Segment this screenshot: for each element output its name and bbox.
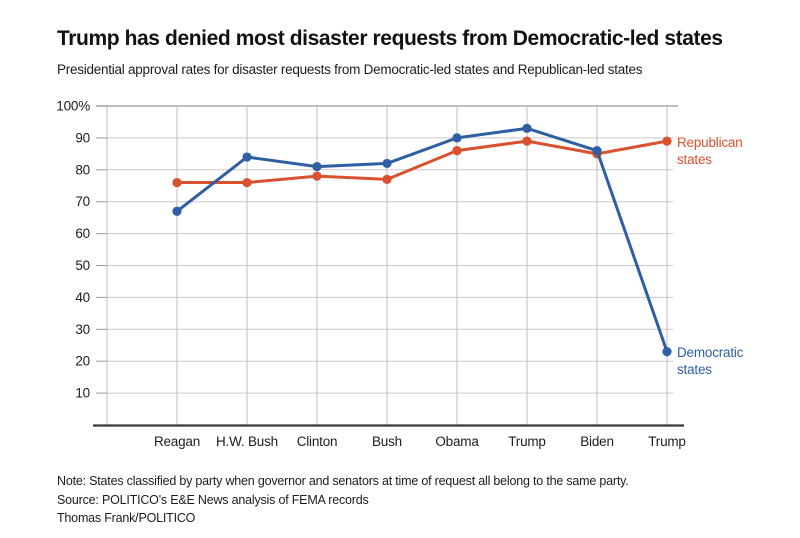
data-point-republican-states — [452, 146, 462, 156]
x-axis-label: Reagan — [154, 434, 200, 449]
y-axis-label: 80 — [75, 162, 90, 177]
data-point-democratic-states — [172, 206, 182, 216]
y-axis-label: 60 — [75, 226, 90, 241]
legend-republican-states: Republican states — [677, 135, 743, 167]
y-axis-label: 50 — [75, 258, 90, 273]
chart-subtitle: Presidential approval rates for disaster… — [57, 62, 643, 77]
data-point-republican-states — [172, 177, 182, 188]
y-axis-label: 40 — [75, 290, 90, 305]
chart-source: Source: POLITICO's E&E News analysis of … — [57, 493, 369, 507]
data-point-democratic-states — [312, 162, 322, 172]
chart-note: Note: States classified by party when go… — [57, 474, 629, 488]
y-axis-label: 70 — [75, 194, 90, 209]
y-axis-label: 100% — [56, 99, 90, 114]
data-point-republican-states — [382, 174, 392, 184]
x-axis-label: Obama — [435, 434, 479, 449]
x-axis-label: H.W. Bush — [216, 434, 278, 449]
data-point-democratic-states — [522, 123, 532, 133]
x-axis-label: Bush — [372, 434, 402, 449]
data-point-republican-states — [242, 177, 252, 188]
data-point-republican-states — [662, 136, 672, 146]
x-axis-label: Trump — [508, 434, 546, 449]
y-axis-label: 10 — [75, 386, 90, 401]
series-line-republican-states — [175, 139, 669, 185]
data-point-democratic-states — [382, 158, 392, 169]
data-point-democratic-states — [662, 347, 672, 357]
data-point-republican-states — [312, 171, 322, 181]
data-point-republican-states — [522, 136, 532, 146]
legend-democratic-states: Democratic states — [677, 345, 744, 377]
y-axis-label: 20 — [75, 354, 90, 369]
series-line-democratic-states — [175, 126, 669, 354]
data-point-democratic-states — [242, 152, 252, 162]
x-axis-label: Clinton — [297, 434, 338, 449]
x-axis-label: Trump — [648, 434, 686, 449]
data-point-democratic-states — [452, 133, 462, 143]
chart-title: Trump has denied most disaster requests … — [57, 27, 723, 50]
x-axis-label: Biden — [580, 434, 614, 449]
y-axis-label: 30 — [75, 322, 90, 337]
chart-credit: Thomas Frank/POLITICO — [57, 511, 196, 525]
data-point-democratic-states — [592, 146, 602, 156]
y-axis-label: 90 — [75, 130, 90, 145]
